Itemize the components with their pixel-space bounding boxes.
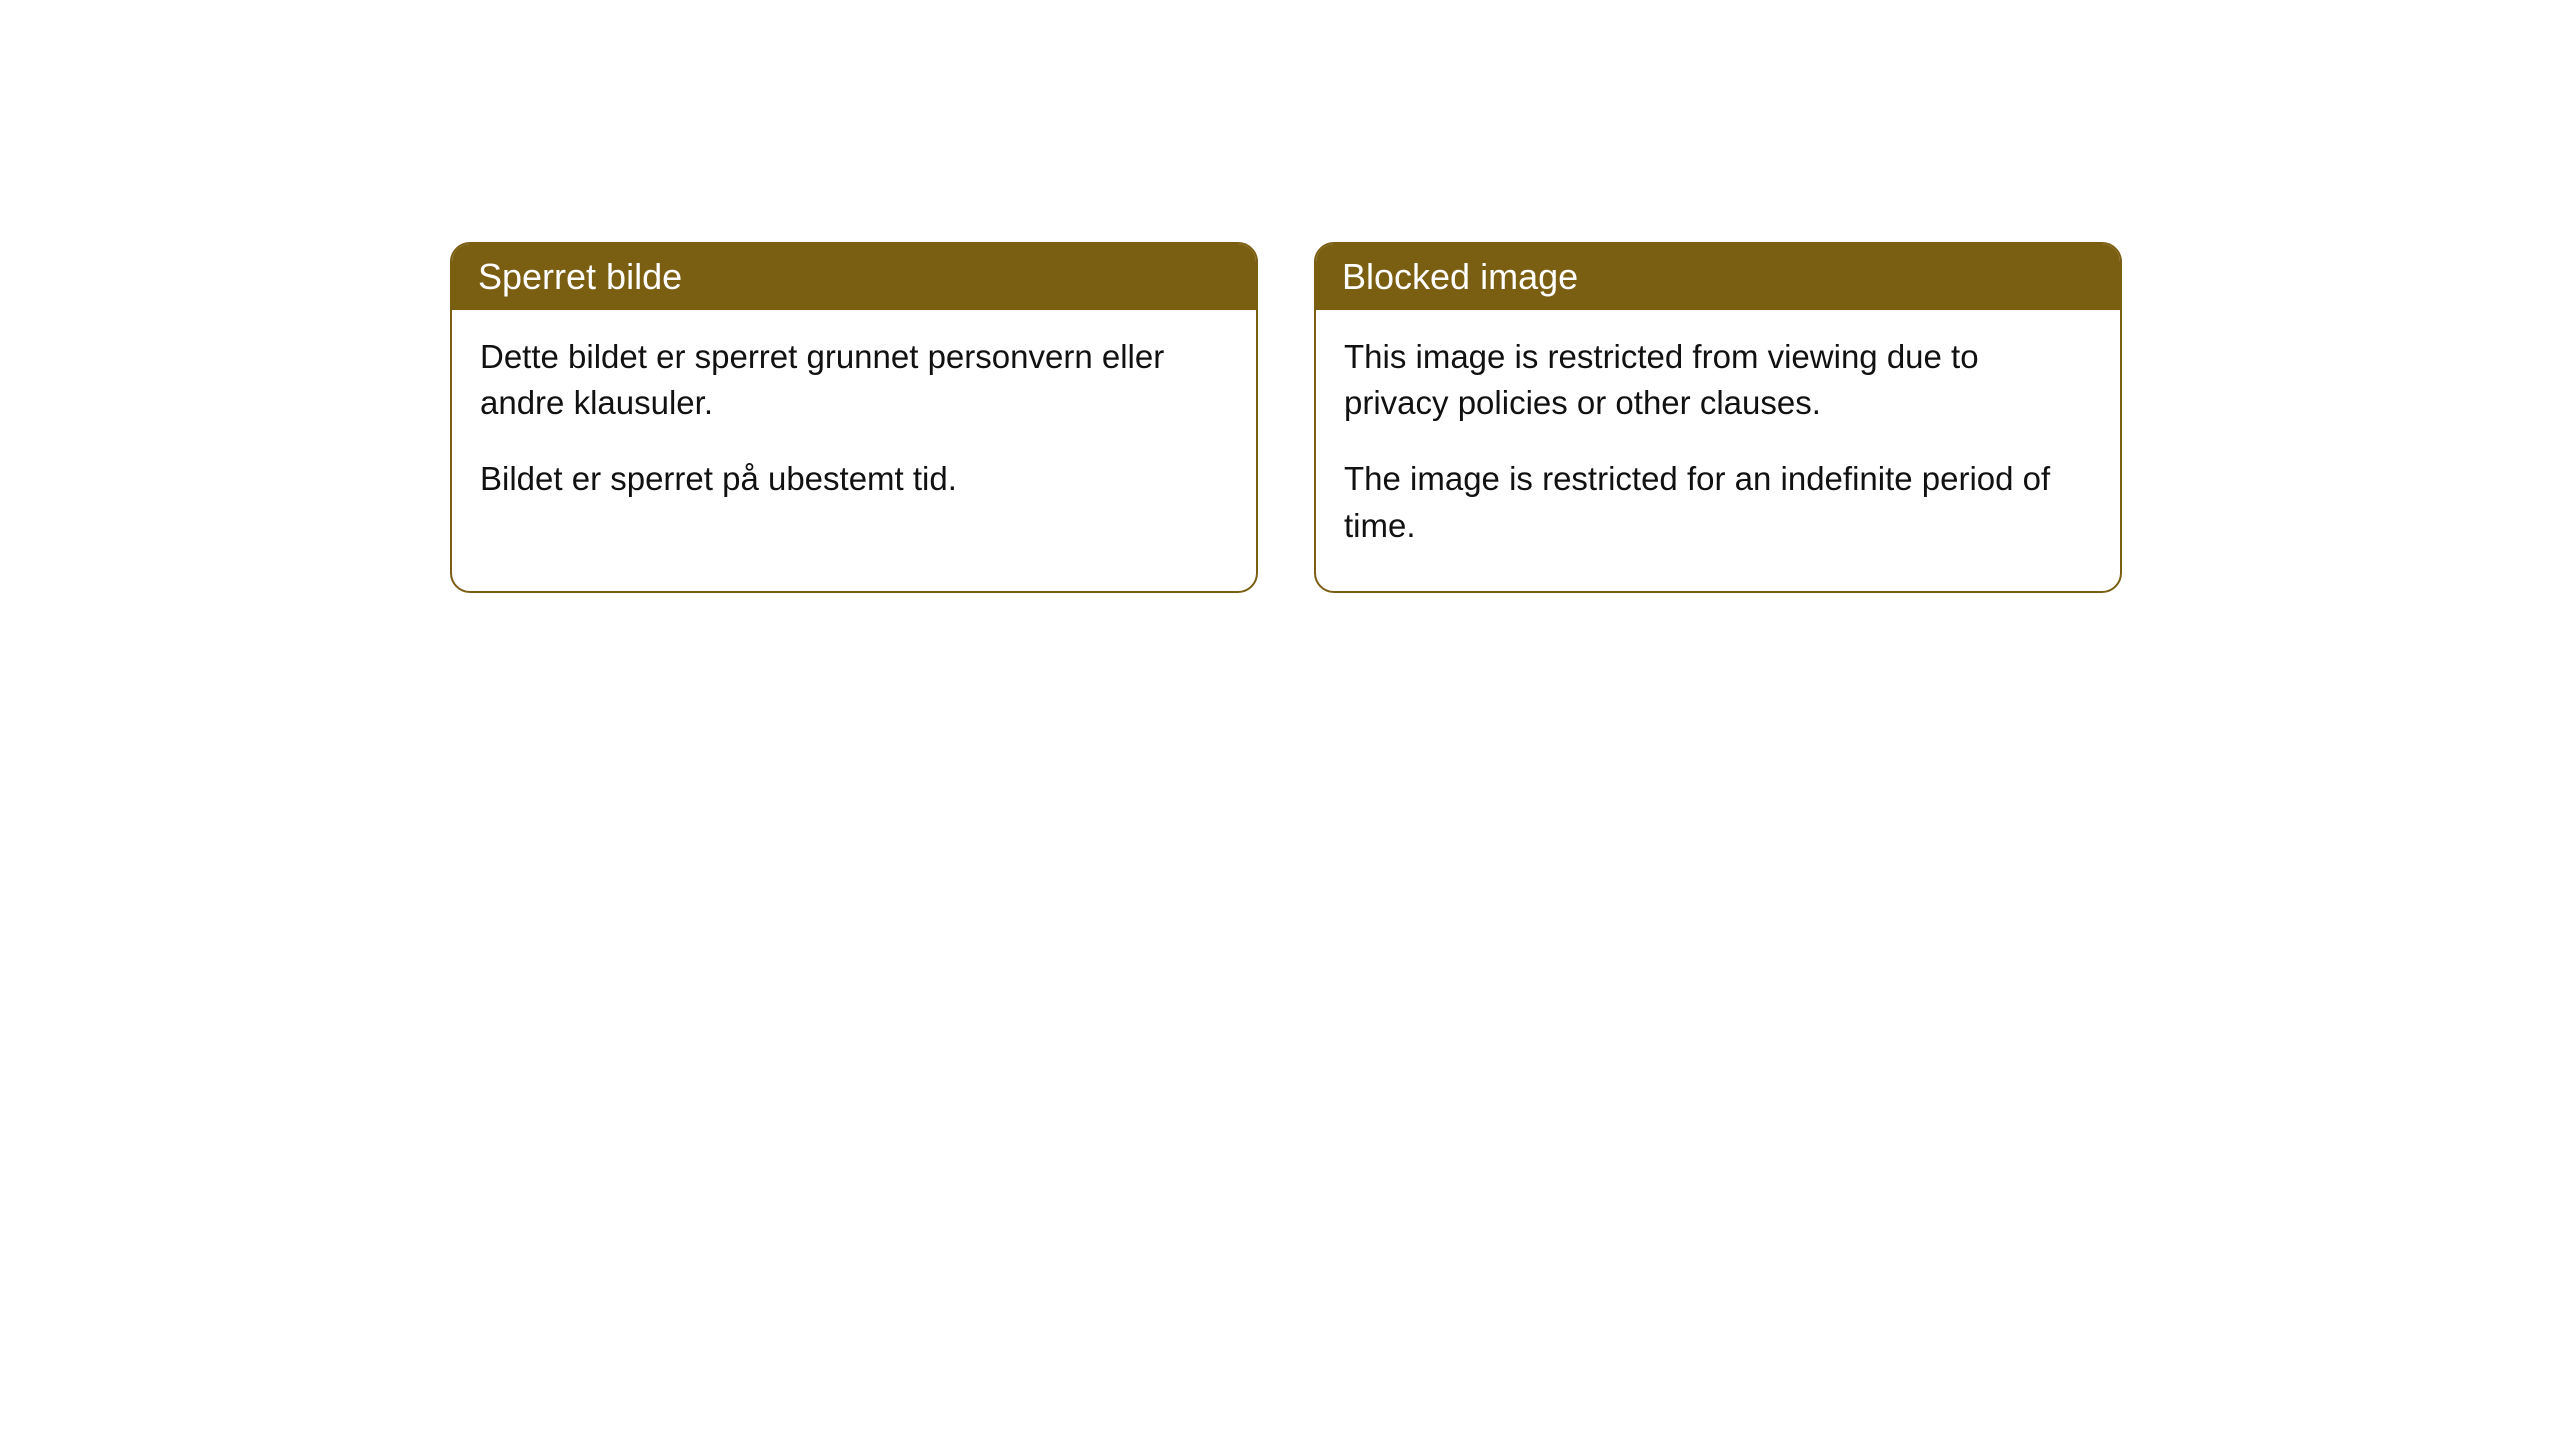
card-paragraph-no-1: Dette bildet er sperret grunnet personve… [480,334,1228,426]
card-paragraph-en-1: This image is restricted from viewing du… [1344,334,2092,426]
card-body-no: Dette bildet er sperret grunnet personve… [452,310,1256,545]
card-body-en: This image is restricted from viewing du… [1316,310,2120,591]
blocked-image-card-no: Sperret bilde Dette bildet er sperret gr… [450,242,1258,593]
notice-container: Sperret bilde Dette bildet er sperret gr… [0,0,2560,593]
card-header-no: Sperret bilde [452,244,1256,310]
card-paragraph-en-2: The image is restricted for an indefinit… [1344,456,2092,548]
card-paragraph-no-2: Bildet er sperret på ubestemt tid. [480,456,1228,502]
blocked-image-card-en: Blocked image This image is restricted f… [1314,242,2122,593]
card-header-en: Blocked image [1316,244,2120,310]
